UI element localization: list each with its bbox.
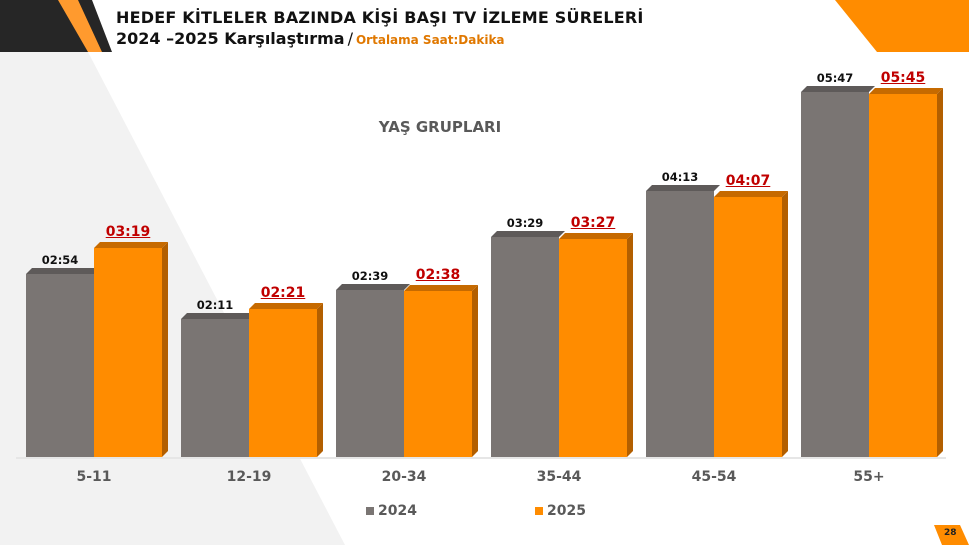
bar-2025-35-44 bbox=[559, 233, 633, 457]
data-label-2025-12-19: 02:21 bbox=[260, 285, 306, 301]
bar-top-face bbox=[26, 268, 100, 274]
bar-2025-12-19 bbox=[249, 303, 323, 457]
bar-top-face bbox=[559, 233, 633, 239]
data-label-2024-55+: 05:47 bbox=[816, 71, 854, 85]
bar-top-face bbox=[801, 86, 875, 92]
bar-front-face bbox=[714, 197, 782, 457]
legend-item-2025: 2025 bbox=[535, 503, 586, 519]
page-badge-shape bbox=[934, 525, 969, 545]
bar-front-face bbox=[491, 237, 559, 457]
bar-front-face bbox=[181, 319, 249, 457]
bar-side-face bbox=[162, 242, 168, 457]
x-axis-label-5-11: 5-11 bbox=[76, 469, 112, 485]
x-axis-line bbox=[16, 457, 946, 459]
bar-2024-45-54 bbox=[646, 185, 720, 457]
legend-item-2024: 2024 bbox=[366, 503, 417, 519]
bar-side-face bbox=[782, 191, 788, 457]
bar-2025-5-11 bbox=[94, 242, 168, 457]
bar-top-face bbox=[714, 191, 788, 197]
bar-2024-55+ bbox=[801, 86, 875, 457]
data-label-2024-45-54: 04:13 bbox=[661, 170, 699, 184]
chart-title: YAŞ GRUPLARI bbox=[378, 118, 502, 136]
slide-subtitle-line: 2024 –2025 Karşılaştırma / Ortalama Saat:D… bbox=[116, 28, 644, 51]
legend-label-2024: 2024 bbox=[378, 503, 417, 519]
data-label-2024-35-44: 03:29 bbox=[506, 216, 544, 230]
data-label-2025-5-11: 03:19 bbox=[105, 224, 151, 240]
page-number-badge: 28 bbox=[934, 525, 969, 545]
data-label-2024-12-19: 02:11 bbox=[196, 298, 234, 312]
bar-top-face bbox=[94, 242, 168, 248]
bar-2025-55+ bbox=[869, 88, 943, 457]
bar-front-face bbox=[559, 239, 627, 457]
bar-top-face bbox=[404, 285, 478, 291]
bar-front-face bbox=[646, 191, 714, 457]
legend-swatch-2025 bbox=[535, 507, 543, 515]
bar-front-face bbox=[404, 291, 472, 457]
bar-2025-45-54 bbox=[714, 191, 788, 457]
page-number: 28 bbox=[944, 528, 957, 538]
x-axis-label-20-34: 20-34 bbox=[381, 469, 427, 485]
slide-header: HEDEF KİTLELER BAZINDA KİŞİ BAŞI TV İZLE… bbox=[116, 7, 644, 51]
slide-title: HEDEF KİTLELER BAZINDA KİŞİ BAŞI TV İZLE… bbox=[116, 8, 644, 27]
bar-front-face bbox=[94, 248, 162, 457]
legend-swatch-2024 bbox=[366, 507, 374, 515]
bar-2024-35-44 bbox=[491, 231, 565, 457]
data-label-2025-45-54: 04:07 bbox=[725, 173, 771, 189]
legend-label-2025: 2025 bbox=[547, 503, 586, 519]
unit-label: Ortalama Saat:Dakika bbox=[355, 33, 505, 47]
bar-2025-20-34 bbox=[404, 285, 478, 457]
x-axis-label-55+: 55+ bbox=[853, 469, 885, 485]
x-axis-label-35-44: 35-44 bbox=[536, 469, 582, 485]
bar-front-face bbox=[336, 290, 404, 457]
bar-2024-12-19 bbox=[181, 313, 255, 457]
bar-side-face bbox=[472, 285, 478, 457]
comparison-label: 2024 –2025 Karşılaştırma bbox=[116, 29, 345, 48]
data-label-2025-35-44: 03:27 bbox=[570, 215, 616, 231]
bar-front-face bbox=[801, 92, 869, 457]
bar-side-face bbox=[627, 233, 633, 457]
bar-top-face bbox=[646, 185, 720, 191]
data-label-2025-20-34: 02:38 bbox=[415, 267, 461, 283]
data-label-2025-55+: 05:45 bbox=[880, 70, 926, 86]
bar-top-face bbox=[869, 88, 943, 94]
bar-front-face bbox=[249, 309, 317, 457]
x-axis-label-45-54: 45-54 bbox=[691, 469, 737, 485]
data-label-2024-5-11: 02:54 bbox=[41, 253, 79, 267]
data-label-2024-20-34: 02:39 bbox=[351, 269, 389, 283]
bar-2024-5-11 bbox=[26, 268, 100, 457]
bar-front-face bbox=[869, 94, 937, 457]
bar-side-face bbox=[937, 88, 943, 457]
bar-top-face bbox=[181, 313, 255, 319]
bar-front-face bbox=[26, 274, 94, 457]
separator: / bbox=[347, 29, 353, 48]
bar-2024-20-34 bbox=[336, 284, 410, 457]
bar-side-face bbox=[317, 303, 323, 457]
x-axis-label-12-19: 12-19 bbox=[226, 469, 272, 485]
bar-top-face bbox=[336, 284, 410, 290]
bar-top-face bbox=[491, 231, 565, 237]
bar-top-face bbox=[249, 303, 323, 309]
